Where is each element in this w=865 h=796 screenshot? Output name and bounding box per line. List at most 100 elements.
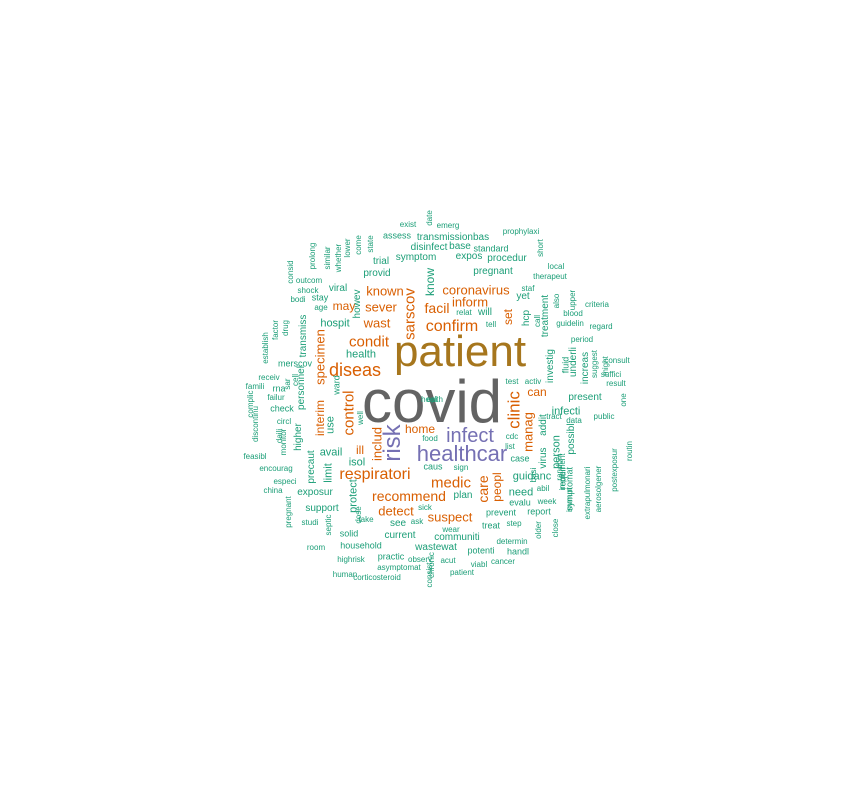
word-take: take <box>358 515 374 524</box>
word-base: base <box>449 241 471 252</box>
word-emerg: emerg <box>436 221 460 230</box>
word-patient: patient <box>393 327 527 376</box>
word-sarscov: sarscov <box>401 288 419 340</box>
word-medic: medic <box>430 474 472 492</box>
word-random: random <box>555 453 564 481</box>
word-precaut: precaut <box>306 450 317 484</box>
word-handl: handl <box>506 546 530 557</box>
word-suspect: suspect <box>427 509 473 525</box>
word-transmiss: transmiss <box>298 314 309 358</box>
word-case: case <box>510 453 530 464</box>
word-prevent: prevent <box>485 507 517 518</box>
word-staf: staf <box>521 284 535 293</box>
word-home: home <box>404 422 436 436</box>
word-extrapulmonari: extrapulmonari <box>583 466 592 520</box>
word-tract: tract <box>546 412 562 421</box>
word-use: use <box>324 416 337 434</box>
word-patient: patient <box>449 568 475 577</box>
word-viral: viral <box>328 283 348 294</box>
word-sever: sever <box>365 299 397 315</box>
word-treatment: treatment <box>540 294 551 338</box>
word-infect: infect <box>446 425 494 447</box>
word-inform: inform <box>451 294 489 310</box>
word-healthcar: healthcar <box>416 441 508 466</box>
word-pregnant: pregnant <box>473 266 513 277</box>
word-drug: drug <box>281 319 290 337</box>
word-week: week <box>537 497 557 506</box>
word-factor: factor <box>271 319 280 341</box>
word-sick: sick <box>418 503 432 512</box>
word-basi: basi <box>529 467 538 483</box>
word-covid: covid <box>361 368 503 435</box>
word-standard: standard <box>473 243 509 254</box>
word-detect: detect <box>378 503 414 519</box>
word-underli: underli <box>568 346 579 378</box>
word-report: report <box>527 506 551 517</box>
word-blood: blood <box>563 309 583 318</box>
word-prophylaxi: prophylaxi <box>502 227 540 236</box>
word-postexposur: postexposur <box>610 448 619 492</box>
word-whether: whether <box>334 243 343 273</box>
word-room: room <box>306 543 326 552</box>
word-disinfect: disinfect <box>410 242 448 253</box>
word-discontinu: discontinu <box>251 405 260 443</box>
word-wear: wear <box>442 525 460 534</box>
word-wast: wast <box>363 315 391 331</box>
word-known: known <box>366 283 404 299</box>
word-includ: includ <box>369 427 385 461</box>
word-tell: tell <box>485 320 497 329</box>
word-set: set <box>501 308 515 326</box>
word-outcom: outcom <box>295 276 323 285</box>
word-exist: exist <box>399 220 417 229</box>
word-lower: lower <box>343 238 352 258</box>
word-step: step <box>506 519 522 528</box>
word-highrisk: highrisk <box>337 555 365 564</box>
word-support: support <box>305 503 339 514</box>
word-rna: rna <box>272 383 286 394</box>
word-procedur: procedur <box>487 253 527 264</box>
word-control: control <box>340 390 358 436</box>
word-immun: immun <box>565 487 574 513</box>
word-exposur: exposur <box>297 487 333 498</box>
word-sign: sign <box>453 463 469 472</box>
word-regard: regard <box>589 322 613 331</box>
word-shock: shock <box>297 286 319 295</box>
word-china: china <box>263 486 283 495</box>
word-limit: limit <box>322 463 335 483</box>
word-might: might <box>601 356 610 376</box>
word-yet: yet <box>516 291 530 302</box>
word-assess: assess <box>382 230 412 241</box>
word-personnel: personnel <box>296 366 307 410</box>
word-peopl: peopl <box>490 472 504 502</box>
word-condit: condit <box>348 333 390 351</box>
word-similar: similar <box>323 246 332 270</box>
word-ward: ward <box>331 375 342 395</box>
word-observ: observ <box>407 555 433 564</box>
word-therapeut: therapeut <box>533 272 567 281</box>
word-ask: ask <box>410 517 424 526</box>
word-suffici: suffici <box>600 370 622 379</box>
word-communiti: communiti <box>434 532 480 543</box>
word-asymptomat: asymptomat <box>377 563 421 572</box>
word-consist: consist <box>425 562 434 588</box>
word-possibl: possibl <box>566 423 577 455</box>
word-result: result <box>606 379 626 388</box>
word-public: public <box>593 412 615 421</box>
word-confirm: confirm <box>425 318 479 335</box>
word-current: current <box>384 530 416 541</box>
word-caus: caus <box>423 461 443 472</box>
word-data: data <box>566 416 582 425</box>
word-establish: establish <box>261 332 270 364</box>
word-septic: septic <box>324 514 333 536</box>
word-studi: studi <box>301 518 319 527</box>
word-infecti: infecti <box>551 405 581 418</box>
word-treat: treat <box>481 520 501 531</box>
word-pregnant: pregnant <box>284 496 293 528</box>
word-merscov: merscov <box>277 358 313 369</box>
word-specimen: specimen <box>312 329 328 385</box>
word-transmissionbas: transmissionbas <box>416 232 490 243</box>
word-check: check <box>270 403 294 414</box>
word-prolong: prolong <box>308 242 317 270</box>
word-solid: solid <box>339 528 359 539</box>
word-come: come <box>354 235 363 255</box>
